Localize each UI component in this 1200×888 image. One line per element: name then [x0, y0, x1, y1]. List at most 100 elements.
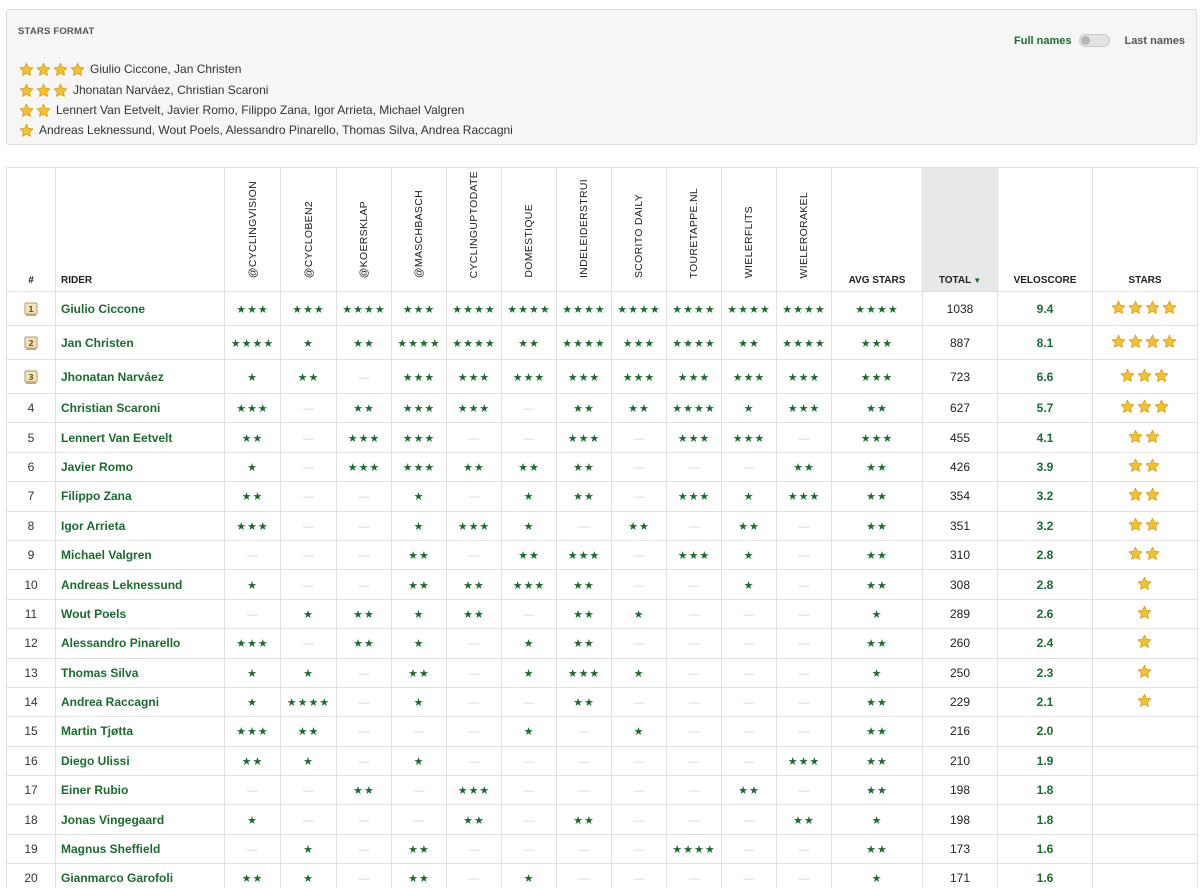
table-row[interactable]: 13 Thomas Silva ★ ★ — ★★ — ★ ★★★ ★ — — — ★ 250 2.3	[6, 657, 1198, 688]
gold-star-icon	[19, 62, 34, 77]
source-rating-cell: ★★	[336, 628, 392, 659]
green-star-rating: ★	[247, 579, 258, 592]
table-row[interactable]: 12 Alessandro Pinarello ★★★ — ★★ ★ — ★ ★★ — — — — ★★ 2…	[6, 628, 1198, 659]
table-row[interactable]: 2 Jan Christen ★★★★ ★ ★★ ★★★★ ★★★★ ★★ ★★★★ ★★★ ★★★…	[6, 325, 1198, 360]
green-star-rating: ★★	[866, 785, 888, 798]
source-label: TOURETAPPE.NL	[688, 187, 700, 278]
rider-name-link[interactable]: Jan Christen	[55, 325, 225, 360]
col-header-source[interactable]: SCORITO DAILY	[611, 167, 667, 292]
veloscore-cell: 2.8	[997, 569, 1093, 600]
table-row[interactable]: 20 Gianmarco Garofoli ★★ ★ — ★★ — ★ — — — — — ★ 171 1.6	[6, 863, 1198, 888]
col-header-total[interactable]: TOTAL ▼	[922, 167, 998, 292]
table-row[interactable]: 11 Wout Poels — ★ ★★ ★ ★★ — ★★ ★ — — — ★ 289 2.6	[6, 598, 1198, 630]
rider-name-link[interactable]: Jhonatan Narváez	[55, 359, 225, 394]
rider-name-link[interactable]: Christian Scaroni	[55, 392, 225, 424]
table-row[interactable]: 18 Jonas Vingegaard ★ — — — ★★ — ★★ — — — ★★ ★ 198 1.8	[6, 804, 1198, 835]
table-row[interactable]: 6 Javier Romo ★ — ★★★ ★★★ ★★ ★★ ★★ — — — ★★ ★★ 426 3.9	[6, 451, 1198, 483]
table-row[interactable]: 14 Andrea Raccagni ★ ★★★★ — ★ — — ★★ — — — — ★★ 229 2.1	[6, 686, 1198, 718]
rider-name-link[interactable]: Igor Arrieta	[55, 510, 225, 541]
source-rating-cell: ★★★	[721, 359, 777, 394]
toggle-switch[interactable]	[1079, 34, 1111, 47]
table-row[interactable]: 3 Jhonatan Narváez ★ ★★ — ★★★ ★★★ ★★★ ★★★ ★★★ ★★★ ★…	[6, 359, 1198, 394]
no-rating-dash: —	[633, 638, 645, 651]
rider-name-link[interactable]: Alessandro Pinarello	[55, 628, 225, 659]
rider-name-link[interactable]: Giulio Ciccone	[55, 291, 225, 326]
table-row[interactable]: 7 Filippo Zana ★★ — — ★ — ★ ★★ — ★★★ ★ ★★★ ★★ 354 3.2	[6, 481, 1198, 512]
col-header-stars[interactable]: STARS	[1092, 167, 1198, 292]
rider-name-link[interactable]: Jonas Vingegaard	[55, 804, 225, 835]
gold-star-icon	[36, 62, 51, 77]
col-header-source[interactable]: WIELERFLITS	[721, 167, 777, 292]
gold-star-icon	[1128, 546, 1143, 561]
table-row[interactable]: 15 Martin Tjøtta ★★★ ★★ — — — ★ — ★ — — — ★★ 216 2.0	[6, 716, 1198, 747]
no-rating-dash: —	[743, 755, 755, 768]
green-star-rating: ★	[523, 873, 535, 886]
avg-stars-cell: ★★	[831, 686, 923, 718]
table-row[interactable]: 8 Igor Arrieta ★★★ — — ★ ★★★ ★ — ★★ — ★★ — ★★ 351 3.2	[6, 510, 1198, 541]
rider-name-link[interactable]: Einer Rubio	[55, 775, 225, 806]
table-row[interactable]: 9 Michael Valgren — — — ★★ — ★★ ★★★ — ★★★ ★ — ★★ 310 2.…	[6, 539, 1198, 571]
table-row[interactable]: 5 Lennert Van Eetvelt ★★ — ★★★ ★★★ — — ★★★ — ★★★ ★★…	[6, 422, 1198, 453]
table-row[interactable]: 1 Giulio Ciccone ★★★ ★★★ ★★★★ ★★★ ★★★★ ★★★★ ★★★★…	[6, 291, 1198, 326]
col-header-rider[interactable]: RIDER	[55, 167, 225, 292]
rider-name-link[interactable]: Diego Ulissi	[55, 745, 225, 777]
rider-name-link[interactable]: Andrea Raccagni	[55, 686, 225, 718]
rider-name-link[interactable]: Michael Valgren	[55, 539, 225, 571]
rider-name-link[interactable]: Filippo Zana	[55, 481, 225, 512]
source-rating-cell: ★★	[556, 686, 612, 718]
green-star-rating: ★★★	[402, 403, 436, 416]
no-rating-dash: —	[798, 550, 810, 563]
gold-star-icon	[1111, 334, 1126, 349]
avg-stars-cell: ★	[831, 804, 923, 835]
col-header-source[interactable]: CYCLINGUPTODATE	[446, 167, 502, 292]
avg-stars-cell: ★★	[831, 392, 923, 424]
name-format-toggle[interactable]: Full names Last names	[1014, 34, 1185, 47]
col-header-source[interactable]: @CYCLINGVISION	[224, 167, 281, 292]
green-star-rating: ★	[413, 608, 425, 621]
col-header-source[interactable]: @MASCHBASCH	[391, 167, 447, 292]
full-names-label[interactable]: Full names	[1014, 34, 1072, 47]
veloscore-cell: 2.4	[997, 628, 1093, 659]
col-header-avg-stars[interactable]: AVG STARS	[831, 167, 923, 292]
source-rating-cell: ★★★★	[666, 291, 722, 326]
table-row[interactable]: 17 Einer Rubio — — ★★ — ★★★ — — — — ★★ — ★★ 198 1.8	[6, 775, 1198, 806]
rider-name-link[interactable]: Martin Tjøtta	[55, 716, 225, 747]
green-star-rating: ★★	[866, 579, 888, 592]
col-header-source[interactable]: WIELERORAKEL	[776, 167, 832, 292]
rider-name-link[interactable]: Thomas Silva	[55, 657, 225, 688]
rider-name-link[interactable]: Andreas Leknessund	[55, 569, 225, 600]
green-star-rating: ★★	[738, 520, 760, 533]
rider-name-link[interactable]: Javier Romo	[55, 451, 225, 483]
rider-name-link[interactable]: Gianmarco Garofoli	[55, 863, 225, 888]
no-rating-dash: —	[303, 638, 314, 651]
gold-star-icon	[53, 62, 68, 77]
no-rating-dash: —	[358, 550, 370, 563]
green-star-rating: ★	[743, 579, 755, 592]
source-label-wrap: WIELERFLITS	[722, 176, 776, 286]
col-header-source[interactable]: DOMESTIQUE	[501, 167, 557, 292]
last-names-label[interactable]: Last names	[1124, 34, 1185, 47]
rider-name-link[interactable]: Magnus Sheffield	[55, 833, 225, 865]
source-label-wrap: DOMESTIQUE	[502, 176, 556, 286]
col-header-veloscore[interactable]: VELOSCORE	[997, 167, 1093, 292]
table-row[interactable]: 4 Christian Scaroni ★★★ — ★★ ★★★ ★★★ — ★★ ★★ ★★★★ ★…	[6, 392, 1198, 424]
no-rating-dash: —	[468, 726, 480, 739]
table-row[interactable]: 16 Diego Ulissi ★★ ★ — ★ — — — — — — ★★★ ★★ 210 1.9	[6, 745, 1198, 777]
table-row[interactable]: 10 Andreas Leknessund ★ — — ★★ ★★ ★★★ ★★ — — ★ — ★★ 30…	[6, 569, 1198, 600]
col-header-rank[interactable]: #	[6, 167, 56, 292]
gold-star-icon	[19, 123, 34, 138]
veloscore-cell: 3.2	[997, 481, 1093, 512]
rider-ranking-table: # RIDER @CYCLINGVISION @CYCLOBEN2 @KOERSKL…	[6, 167, 1198, 888]
rider-name-link[interactable]: Lennert Van Eetvelt	[55, 422, 225, 453]
source-rating-cell: —	[336, 686, 392, 718]
green-star-rating: ★★	[573, 697, 595, 710]
no-rating-dash: —	[743, 608, 755, 621]
col-header-source[interactable]: @KOERSKLAP	[336, 167, 392, 292]
col-header-source[interactable]: INDELEIDERSTRUI	[556, 167, 612, 292]
source-rating-cell: ★★	[391, 657, 447, 688]
rider-name-link[interactable]: Wout Poels	[55, 598, 225, 630]
no-rating-dash: —	[303, 550, 314, 563]
col-header-source[interactable]: @CYCLOBEN2	[280, 167, 337, 292]
col-header-source[interactable]: TOURETAPPE.NL	[666, 167, 722, 292]
table-row[interactable]: 19 Magnus Sheffield — ★ — ★★ — — — — ★★★★ — — ★★ 173 1.…	[6, 833, 1198, 865]
